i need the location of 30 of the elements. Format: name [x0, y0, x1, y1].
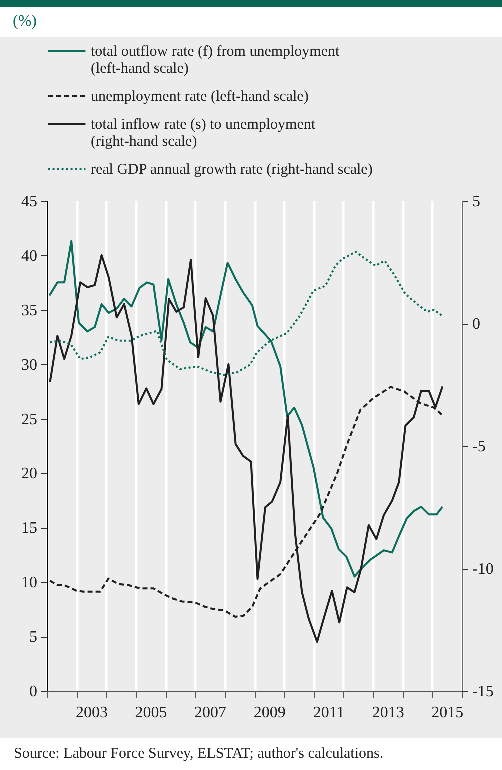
y-tick-label: 0 — [30, 684, 38, 700]
x-tick-label: 2005 — [135, 704, 168, 722]
x-tick-label: 2011 — [313, 704, 345, 722]
y-tick-label: 15 — [22, 520, 38, 538]
legend-label: total inflow rate (s) to unemployment (right-hand scale) — [91, 117, 316, 150]
y-tick-label: 30 — [22, 356, 38, 374]
y-tick-label: 45 — [22, 194, 38, 210]
y2-tick-label: 0 — [472, 316, 480, 333]
y2-tick-label: -10 — [472, 561, 494, 578]
x-tick-label: 2015 — [432, 704, 464, 722]
legend-label: unemployment rate (left-hand scale) — [91, 89, 309, 105]
y-tick-label: 25 — [22, 411, 38, 428]
line-series — [49, 254, 444, 643]
x-tick-label: 2009 — [254, 704, 286, 722]
x-tick-label: 2003 — [76, 704, 108, 722]
chart-title: (%) — [12, 12, 38, 32]
legend-label: real GDP annual growth rate (right-hand scale) — [91, 162, 373, 178]
y-tick-label: 20 — [22, 466, 38, 483]
y-tick-label: 5 — [30, 629, 38, 646]
y-tick-label: 40 — [22, 248, 38, 265]
legend-label: total outflow rate (f) from unemployment (left-hand scale) — [91, 44, 341, 77]
y2-tick-label: -5 — [472, 438, 486, 456]
y-tick-label: 10 — [22, 574, 38, 592]
source-note: Source: Labour Force Survey, ELSTAT; author's calculations. — [13, 745, 385, 763]
y2-tick-label: -15 — [472, 684, 494, 700]
y2-tick-label: 5 — [472, 194, 480, 210]
x-tick-label: 2007 — [194, 704, 227, 722]
line-series — [48, 240, 444, 578]
x-tick-label: 2013 — [372, 704, 404, 722]
y-tick-label: 35 — [22, 302, 38, 320]
